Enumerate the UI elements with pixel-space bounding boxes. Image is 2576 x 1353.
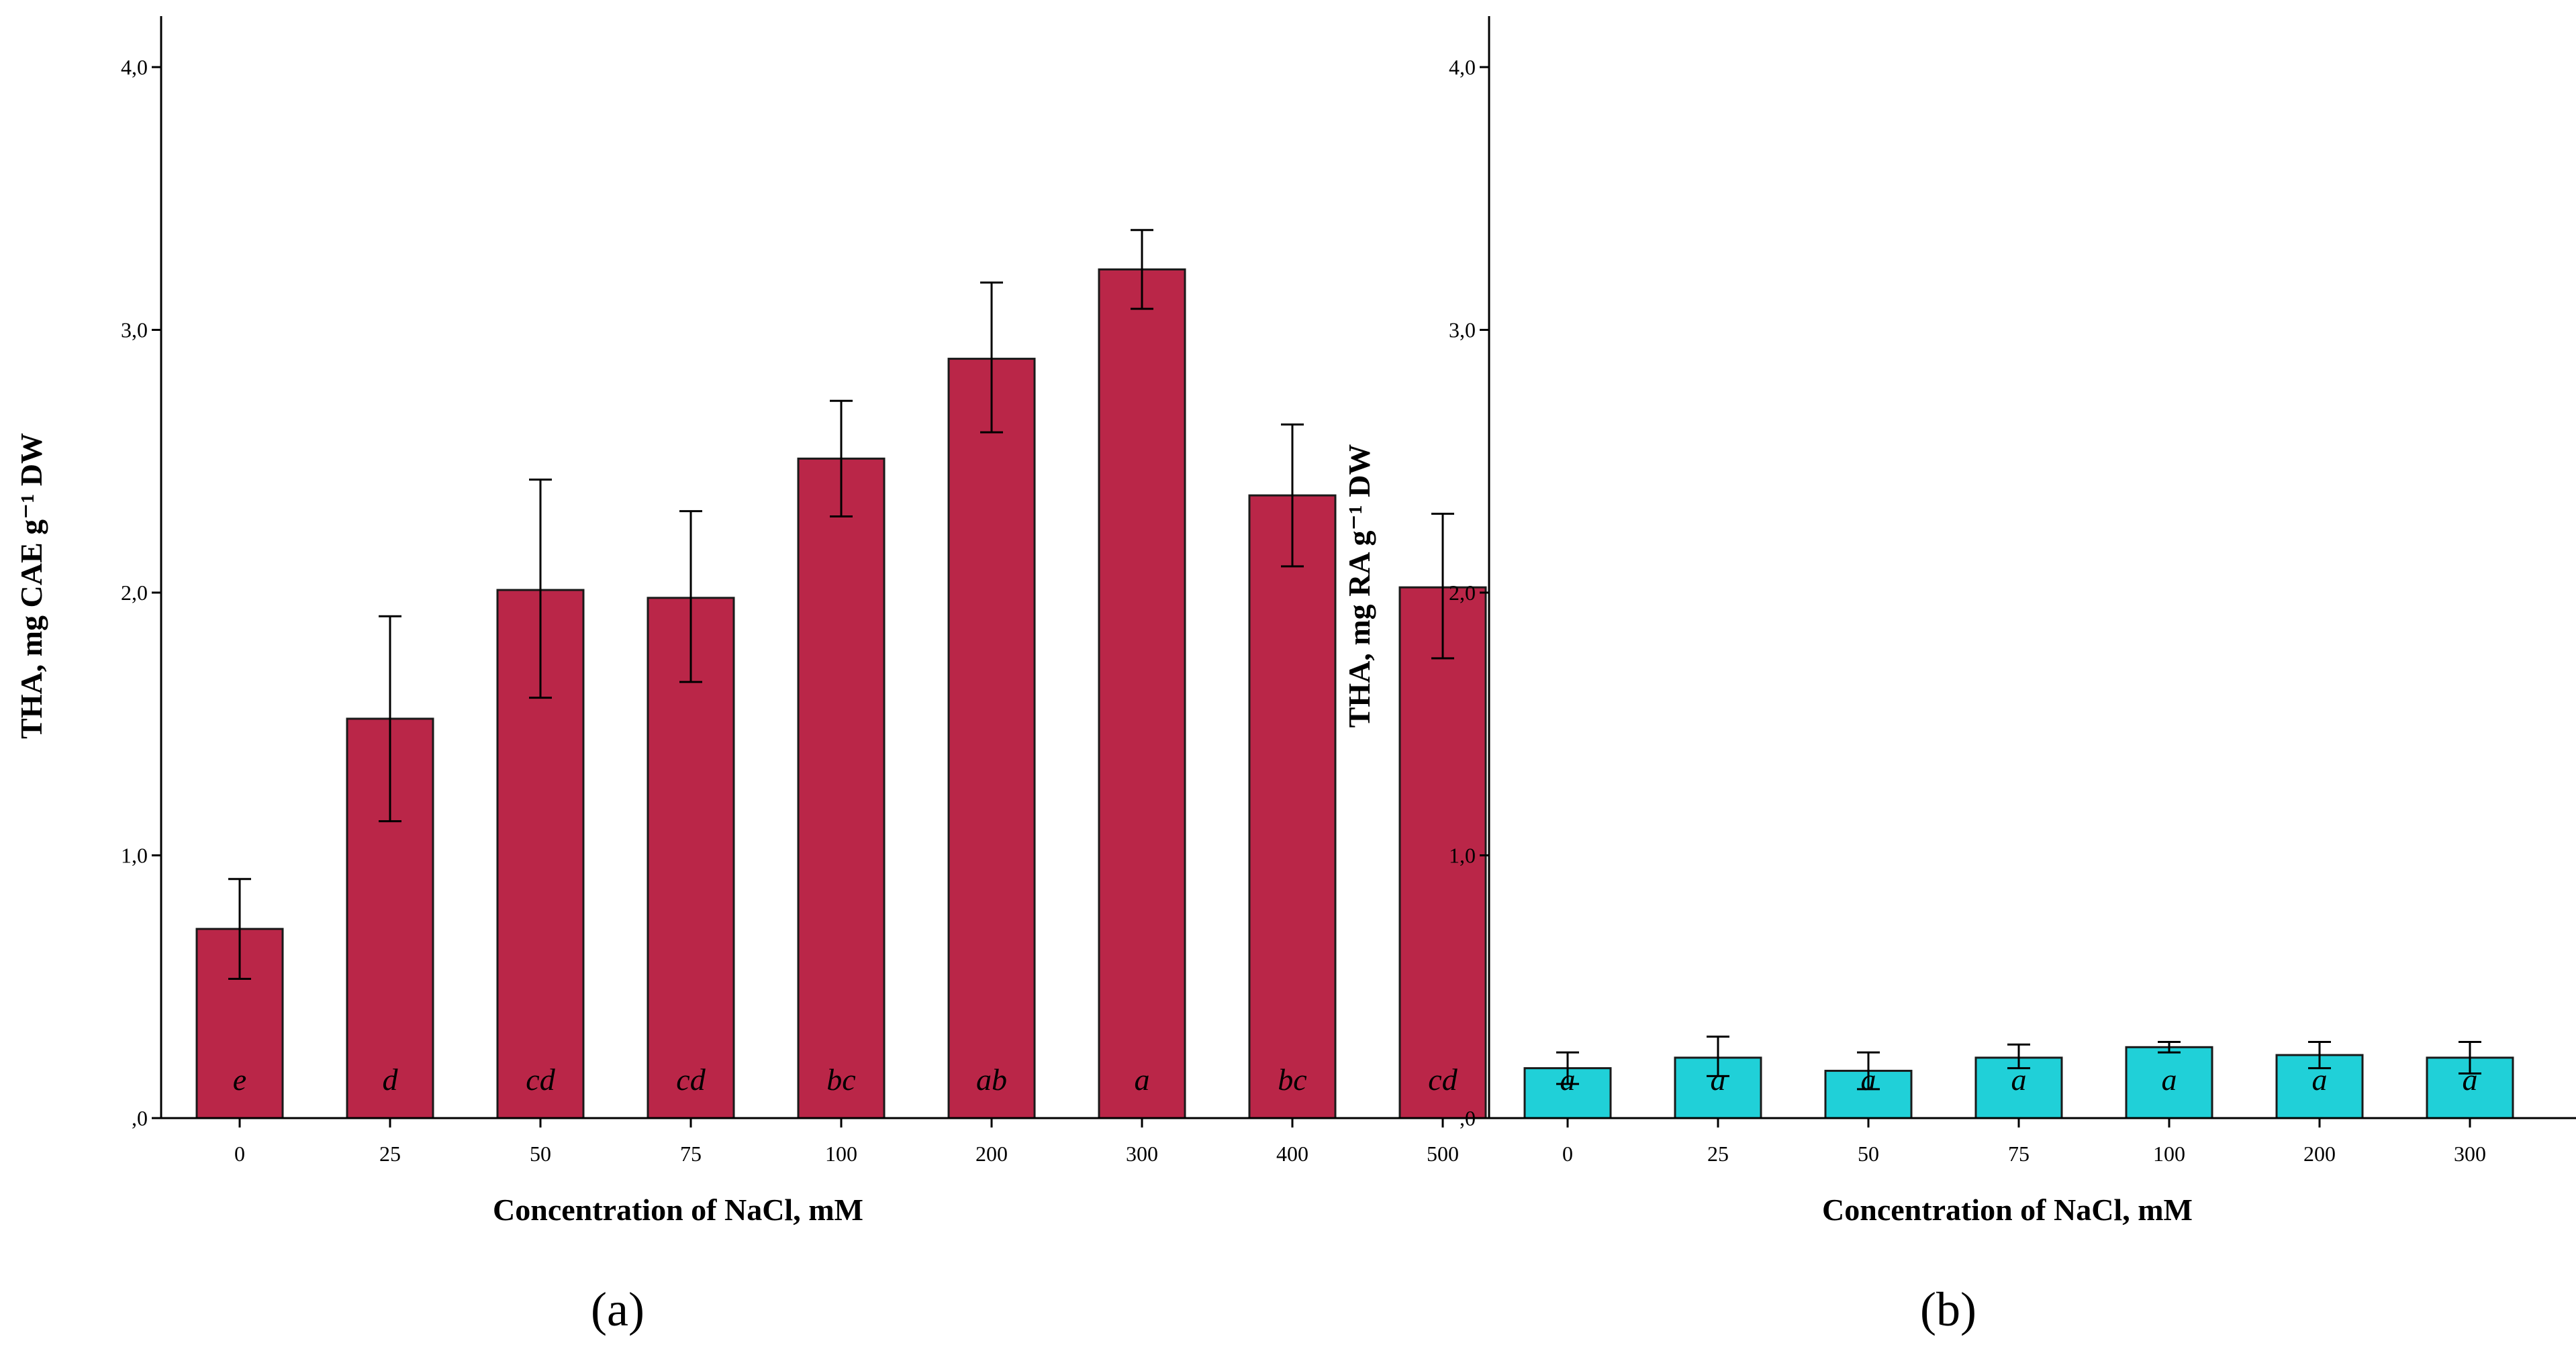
panel-a-y-tick-label: 3,0 [121, 318, 148, 342]
panel-b-significance-label-100: a [2162, 1062, 2177, 1097]
panel-a-y-tick-label: 2,0 [121, 581, 148, 605]
panel-b-y-tick-label: 4,0 [1449, 55, 1476, 79]
panel-a-y-tick-label: ,0 [132, 1106, 148, 1130]
panel-b-error-bar-25 [1707, 1036, 1729, 1077]
panel-a-bar-500 [1398, 586, 1487, 1119]
panel-a-error-bar-0 [228, 878, 251, 981]
panel-a-significance-label-200: ab [976, 1062, 1007, 1097]
panel-a-x-tick-label-400: 400 [1276, 1142, 1308, 1166]
panel-a-significance-label-75: cd [676, 1062, 706, 1097]
panel-a-significance-label-0: e [233, 1062, 246, 1097]
panel-a-x-tick-label-0: 0 [234, 1142, 245, 1166]
panel-a-x-tick-label-50: 50 [530, 1142, 551, 1166]
panel-b-x-tick-label-50: 50 [1858, 1142, 1879, 1166]
panel-a-y-tick-label: 1,0 [121, 844, 148, 868]
panel-a-x-axis-title: Concentration of NaCl, mM [493, 1193, 863, 1227]
panel-b-error-bar-0 [1556, 1051, 1579, 1085]
panel-b-error-bar-50 [1857, 1051, 1880, 1091]
panel-b-significance-label-200: a [2312, 1062, 2328, 1097]
panel-b-y-tick-label: 2,0 [1449, 581, 1476, 605]
panel-a-error-bar-500 [1431, 513, 1454, 660]
panel-a-bar-300 [1098, 268, 1186, 1119]
panel-a-significance-label-300: a [1135, 1062, 1150, 1097]
panel-b-x-tick-label-100: 100 [2153, 1142, 2185, 1166]
panel-b-significance-label-0: a [1560, 1062, 1576, 1097]
chart-panel-b: aaaaaaaaa,01,02,03,04,002550751002003004… [1342, 16, 2576, 1336]
panel-a-error-bar-100 [830, 399, 853, 517]
panel-a-x-tick-label-100: 100 [825, 1142, 857, 1166]
panel-b-label: (b) [1920, 1283, 1976, 1336]
panel-a-y-axis-title: THA, mg CAE g⁻¹ DW [14, 433, 48, 739]
panel-a-x-tick-label-75: 75 [680, 1142, 702, 1166]
panel-a-y-tick-label: 4,0 [121, 55, 148, 79]
panel-b-bar-100 [2125, 1046, 2213, 1119]
panel-b-significance-label-75: a [2011, 1062, 2027, 1097]
panel-a-significance-label-25: d [383, 1062, 399, 1097]
panel-a-error-bar-400 [1281, 423, 1304, 568]
panel-a-label: (a) [591, 1283, 645, 1336]
panel-b-y-tick-label: ,0 [1460, 1106, 1476, 1130]
panel-b-significance-label-50: a [1861, 1062, 1876, 1097]
panel-a-bar-400 [1248, 494, 1337, 1119]
panel-a-x-tick-label-25: 25 [379, 1142, 401, 1166]
panel-b-x-tick-label-25: 25 [1707, 1142, 1729, 1166]
panel-a-error-bar-25 [379, 615, 401, 823]
panel-b-error-bar-100 [2158, 1040, 2181, 1054]
panel-a-error-bar-200 [980, 281, 1003, 434]
panel-a-x-tick-label-200: 200 [975, 1142, 1008, 1166]
panel-a-bar-75 [647, 597, 735, 1119]
panel-a-error-bar-50 [529, 479, 552, 699]
panel-b-x-tick-label-0: 0 [1562, 1142, 1573, 1166]
panel-b-error-bar-75 [2007, 1043, 2030, 1070]
panel-a-bar-200 [947, 358, 1036, 1119]
panel-a-x-tick-label-300: 300 [1126, 1142, 1158, 1166]
panel-b-error-bar-200 [2308, 1040, 2331, 1070]
panel-a-error-bar-75 [679, 510, 702, 683]
panel-b-y-tick-label: 3,0 [1449, 318, 1476, 342]
panel-b-significance-label-300: a [2463, 1062, 2478, 1097]
panel-b-x-tick-label-200: 200 [2303, 1142, 2336, 1166]
panel-b-y-axis-title: THA, mg RA g⁻¹ DW [1342, 444, 1376, 728]
panel-a-significance-label-400: bc [1278, 1062, 1306, 1097]
panel-a-significance-label-50: cd [526, 1062, 555, 1097]
panel-a-significance-label-100: bc [826, 1062, 855, 1097]
panel-b-significance-label-25: a [1711, 1062, 1726, 1097]
panel-a-bar-100 [797, 457, 886, 1119]
panel-a-error-bar-300 [1131, 229, 1153, 310]
panel-a-significance-label-500: cd [1428, 1062, 1458, 1097]
panel-b-x-tick-label-300: 300 [2454, 1142, 2486, 1166]
panel-a-x-tick-label-500: 500 [1427, 1142, 1459, 1166]
panel-b-y-tick-label: 1,0 [1449, 844, 1476, 868]
panel-b-x-tick-label-75: 75 [2008, 1142, 2030, 1166]
panel-b-error-bar-300 [2459, 1040, 2481, 1074]
chart-panel-a: e d cd cd bc ab a bc cd,01,02,03,04,00 25 50 75 100 2… [14, 16, 1523, 1336]
panel-b-x-axis-title: Concentration of NaCl, mM [1822, 1193, 2193, 1227]
